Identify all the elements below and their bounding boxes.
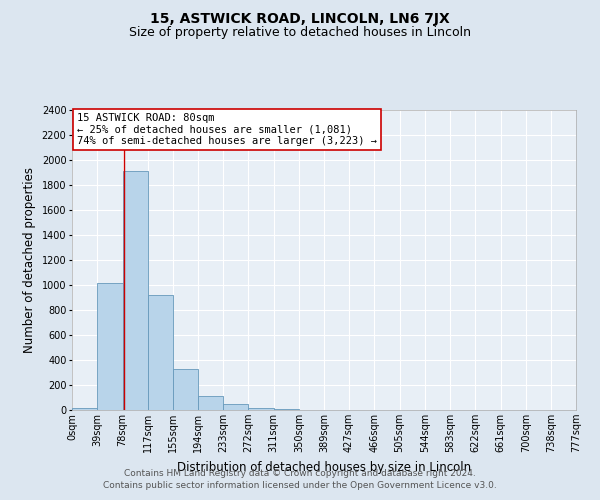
Text: 15, ASTWICK ROAD, LINCOLN, LN6 7JX: 15, ASTWICK ROAD, LINCOLN, LN6 7JX: [150, 12, 450, 26]
Bar: [248, 408, 274, 410]
Text: 15 ASTWICK ROAD: 80sqm
← 25% of detached houses are smaller (1,081)
74% of semi-: 15 ASTWICK ROAD: 80sqm ← 25% of detached…: [77, 113, 377, 146]
Y-axis label: Number of detached properties: Number of detached properties: [23, 167, 36, 353]
X-axis label: Distribution of detached houses by size in Lincoln: Distribution of detached houses by size …: [177, 460, 471, 473]
Bar: [198, 396, 223, 410]
Bar: [173, 370, 198, 410]
Text: Size of property relative to detached houses in Lincoln: Size of property relative to detached ho…: [129, 26, 471, 39]
Text: Contains public sector information licensed under the Open Government Licence v3: Contains public sector information licen…: [103, 481, 497, 490]
Bar: [97, 282, 122, 410]
Bar: [72, 408, 97, 410]
Bar: [148, 295, 173, 410]
Bar: [122, 171, 148, 410]
Text: Contains HM Land Registry data © Crown copyright and database right 2024.: Contains HM Land Registry data © Crown c…: [124, 468, 476, 477]
Bar: [223, 404, 248, 410]
Bar: [274, 409, 299, 410]
